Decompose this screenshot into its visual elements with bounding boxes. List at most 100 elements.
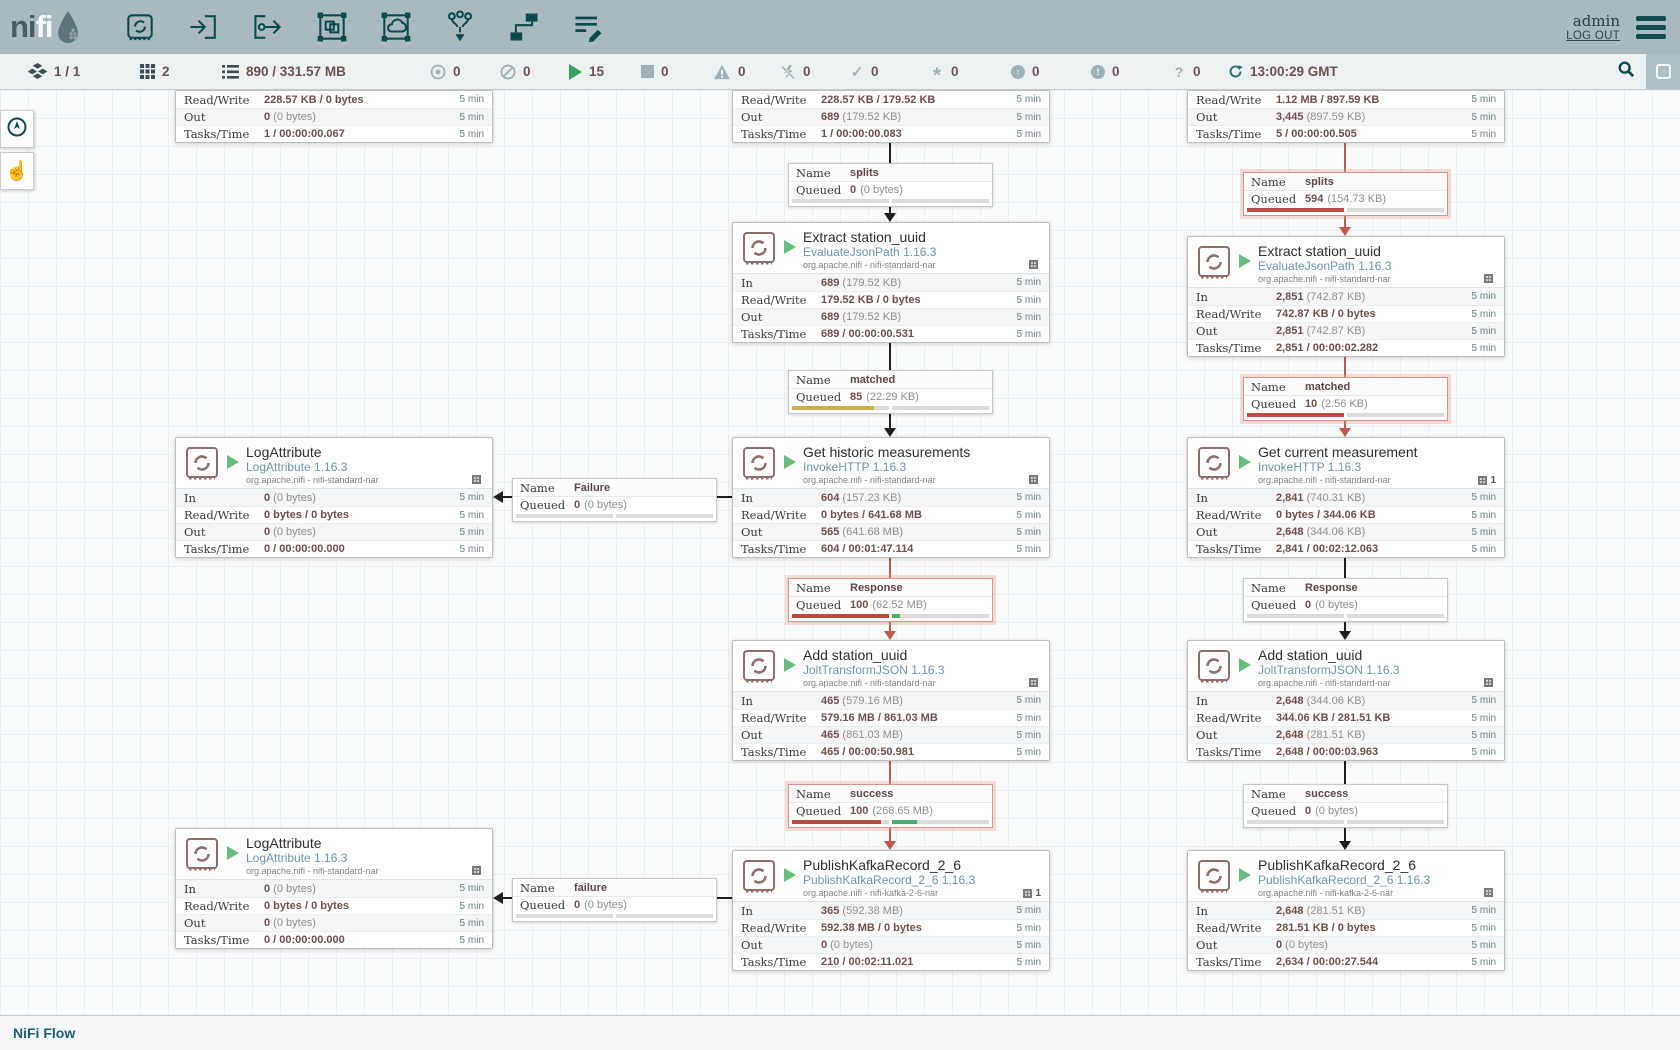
stat-value-main: 0 / 00:00:00.000 xyxy=(264,543,345,555)
processor-partial[interactable]: Read/Write 228.57 KB / 0 bytes 5 min Out… xyxy=(175,90,493,143)
processor[interactable]: Add station_uuid JoltTransformJSON 1.16.… xyxy=(1187,640,1505,761)
output-port-icon[interactable] xyxy=(247,6,289,48)
connection-name-row: Name failure xyxy=(513,879,716,896)
processor[interactable]: LogAttribute LogAttribute 1.16.3 org.apa… xyxy=(175,437,493,558)
stat-row: Out 689 (179.52 KB) 5 min xyxy=(733,308,1049,325)
connection-queued-row: Queued 0 (0 bytes) xyxy=(1244,596,1447,613)
refresh-icon[interactable] xyxy=(1228,64,1243,79)
connection-name-row: Name Failure xyxy=(513,479,716,496)
processor[interactable]: PublishKafkaRecord_2_6 PublishKafkaRecor… xyxy=(732,850,1050,971)
status-up-to-date: ✓ 0 xyxy=(850,54,879,89)
active-thread-count: 1 xyxy=(1035,888,1041,899)
connection-line[interactable] xyxy=(889,555,891,578)
connection-line[interactable] xyxy=(889,340,891,370)
connection-label[interactable]: Name splits Queued 0 (0 bytes) xyxy=(788,163,993,207)
connection-line[interactable] xyxy=(889,758,891,784)
funnel-icon[interactable] xyxy=(439,6,481,48)
connection-line[interactable] xyxy=(1344,758,1346,784)
queued-label: Queued xyxy=(1251,192,1297,206)
settings-panel-button[interactable] xyxy=(1646,54,1680,89)
processor[interactable]: Get current measurement InvokeHTTP 1.16.… xyxy=(1187,437,1505,558)
stat-value-main: 0 bytes / 641.68 MB xyxy=(821,509,922,521)
stat-row: Tasks/Time 0 / 00:00:00.000 5 min xyxy=(176,931,492,948)
stat-value: 465 / 00:00:50.981 xyxy=(821,746,914,758)
connection-label[interactable]: Name splits Queued 594 (154.73 KB) xyxy=(1243,172,1448,216)
operate-palette-button[interactable]: ☝ xyxy=(0,152,34,190)
processor[interactable]: PublishKafkaRecord_2_6 PublishKafkaRecor… xyxy=(1187,850,1505,971)
connection-label[interactable]: Name matched Queued 85 (22.29 KB) xyxy=(788,370,993,414)
connection-label[interactable]: Name success Queued 0 (0 bytes) xyxy=(1243,784,1448,828)
backpressure-bars xyxy=(1244,613,1447,621)
template-icon[interactable] xyxy=(503,6,545,48)
header-right: admin LOG OUT xyxy=(1566,12,1666,42)
processor[interactable]: Extract station_uuid EvaluateJsonPath 1.… xyxy=(732,222,1050,343)
transmitting-icon xyxy=(430,64,446,80)
size-threshold-bar xyxy=(1347,614,1444,618)
connection-line[interactable] xyxy=(1344,620,1346,632)
processor-titles: Add station_uuid JoltTransformJSON 1.16.… xyxy=(1258,641,1504,688)
stale-icon: ↑ xyxy=(1011,64,1025,79)
process-group-icon[interactable] xyxy=(311,6,353,48)
running-status-icon xyxy=(784,658,796,672)
connection-line[interactable] xyxy=(1344,354,1346,377)
input-port-icon[interactable] xyxy=(183,6,225,48)
processor-partial[interactable]: Read/Write 228.57 KB / 179.52 KB 5 min O… xyxy=(732,90,1050,143)
connection-label[interactable]: Name matched Queued 10 (2.56 KB) xyxy=(1243,377,1448,421)
stat-value: 565 (641.68 MB) xyxy=(821,526,903,538)
connection-label[interactable]: Name Failure Queued 0 (0 bytes) xyxy=(512,478,717,522)
stat-window: 5 min xyxy=(1471,492,1496,503)
processor-titles: Add station_uuid JoltTransformJSON 1.16.… xyxy=(803,641,1049,688)
connection-name-row: Name success xyxy=(789,785,992,802)
processor-icon[interactable] xyxy=(119,6,161,48)
breadcrumb-root[interactable]: NiFi Flow xyxy=(13,1025,76,1041)
label-icon[interactable] xyxy=(567,6,609,48)
processor[interactable]: Extract station_uuid EvaluateJsonPath 1.… xyxy=(1187,236,1505,357)
search-button[interactable] xyxy=(1608,54,1644,89)
connection-line[interactable] xyxy=(889,412,891,429)
connection-label[interactable]: Name failure Queued 0 (0 bytes) xyxy=(512,878,717,922)
global-menu-icon[interactable] xyxy=(1636,15,1666,39)
object-threshold-bar xyxy=(516,514,613,518)
processor[interactable]: Add station_uuid JoltTransformJSON 1.16.… xyxy=(732,640,1050,761)
logout-link[interactable]: LOG OUT xyxy=(1566,30,1620,42)
stat-window: 5 min xyxy=(1016,695,1041,706)
connection-line[interactable] xyxy=(1344,826,1346,842)
connection-line[interactable] xyxy=(1344,214,1346,228)
name-label: Name xyxy=(520,480,555,495)
connection-queued-row: Queued 0 (0 bytes) xyxy=(513,496,716,513)
stat-value-main: 689 xyxy=(821,111,840,123)
connection-line[interactable] xyxy=(889,620,891,632)
connection-line[interactable] xyxy=(1344,555,1346,578)
navigate-palette-button[interactable] xyxy=(0,110,34,148)
backpressure-bars xyxy=(789,405,992,413)
connection-label[interactable]: Name Response Queued 0 (0 bytes) xyxy=(1243,578,1448,622)
stat-window: 5 min xyxy=(1471,94,1496,105)
grid-icon xyxy=(472,866,481,875)
stat-value-detail: (0 bytes) xyxy=(270,882,316,895)
status-running: 15 xyxy=(568,54,604,89)
processor-name: Extract station_uuid xyxy=(1258,243,1381,259)
connection-line[interactable] xyxy=(1344,419,1346,429)
processor[interactable]: Get historic measurements InvokeHTTP 1.1… xyxy=(732,437,1050,558)
connection-line[interactable] xyxy=(1344,143,1346,172)
stat-window: 5 min xyxy=(1471,342,1496,354)
stat-window: 5 min xyxy=(1471,956,1496,968)
stats-rows: In 0 (0 bytes) 5 min Read/Write 0 bytes … xyxy=(176,488,492,557)
processor-partial[interactable]: Read/Write 1.12 MB / 897.59 KB 5 min Out… xyxy=(1187,90,1505,143)
stat-label: Tasks/Time xyxy=(184,933,250,947)
stat-value-main: 2,851 / 00:00:02.282 xyxy=(1276,342,1379,354)
connection-line[interactable] xyxy=(889,826,891,842)
connection-line[interactable] xyxy=(889,143,891,163)
remote-process-group-icon[interactable] xyxy=(375,6,417,48)
processor[interactable]: LogAttribute LogAttribute 1.16.3 org.apa… xyxy=(175,828,493,949)
stat-label: In xyxy=(1196,490,1208,505)
connection-label[interactable]: Name Response Queued 100 (62.52 MB) xyxy=(788,578,993,622)
flow-canvas[interactable]: ☝ Read/Write 228.57 KB / 0 bytes 5 min O… xyxy=(0,90,1680,1015)
connection-label[interactable]: Name success Queued 100 (268.65 MB) xyxy=(788,784,993,828)
connection-line[interactable] xyxy=(889,205,891,214)
stats-rows: Read/Write 228.57 KB / 0 bytes 5 min Out… xyxy=(176,91,492,142)
connection-name: failure xyxy=(574,881,608,894)
stat-value-detail: (742.87 KB) xyxy=(1303,290,1366,303)
stat-label: Tasks/Time xyxy=(741,327,807,341)
